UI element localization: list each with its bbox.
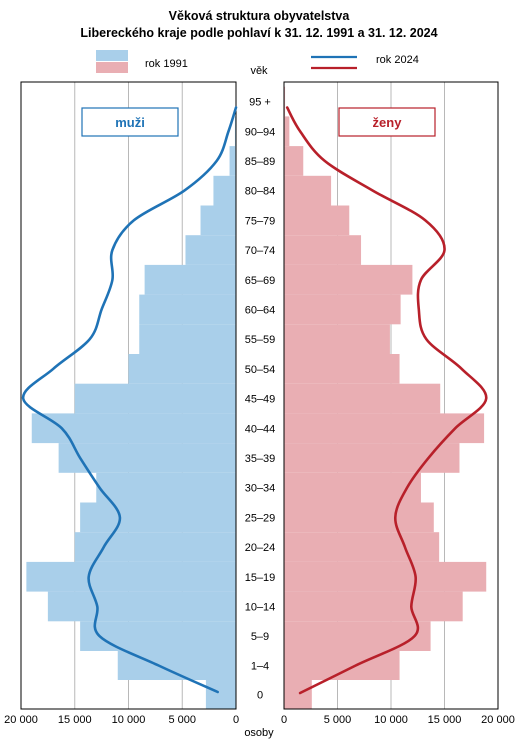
age-group-label: 25–29 [245,512,276,524]
legend-line-label: rok 2024 [376,54,419,66]
women-1991-bar [284,264,413,295]
x-tick-label: 0 [281,714,287,726]
men-1991-bar [205,680,236,709]
men-x-axis-ticks: 20 000 15 000 10 000 5 000 0 [4,714,239,726]
age-group-label: 35–39 [245,453,276,465]
x-tick-label: 5 000 [324,714,352,726]
men-1991-bar [139,324,236,354]
age-group-label: 80–84 [245,186,276,198]
men-1991-bar [58,443,236,473]
legend-women-bar-swatch [96,62,128,73]
age-group-label: 50–54 [245,364,276,376]
women-1991-bar [284,680,312,709]
age-group-label: 60–64 [245,304,276,316]
women-bars-1991 [284,86,487,709]
women-1991-bar [284,324,390,354]
men-1991-bar [31,413,236,444]
age-group-label: 75–79 [245,215,276,227]
men-plot-frame [20,81,237,710]
age-group-label: 0 [257,690,263,702]
men-1991-bar [213,175,236,206]
women-label-box [338,107,436,137]
x-tick-label: 10 000 [112,714,146,726]
women-1991-bar [284,561,487,592]
men-1991-bar [74,383,236,414]
x-tick-label: 15 000 [58,714,92,726]
age-group-label: 20–24 [245,542,276,554]
age-group-label: 85–89 [245,156,276,168]
age-group-label: 10–14 [245,601,276,613]
legend-men-bar-swatch [96,50,128,61]
women-1991-bar [284,205,350,236]
women-1991-bar [284,354,400,384]
x-tick-label: 10 000 [374,714,408,726]
age-group-label: 1–4 [251,661,269,673]
age-group-label: 15–19 [245,572,276,584]
women-1991-bar [284,651,400,680]
men-1991-bar [74,532,236,562]
age-group-label: 5–9 [251,631,269,643]
women-label-text: ženy [373,115,403,130]
women-1991-bar [284,443,460,473]
men-label-text: muži [115,115,145,130]
men-1991-bar [234,116,236,147]
women-1991-bar [284,146,304,176]
age-group-label: 55–59 [245,334,276,346]
men-1991-bar [96,472,236,503]
men-1991-bar [139,294,236,325]
women-1991-bar [284,413,485,444]
age-group-label: 65–69 [245,275,276,287]
chart-title-line2: Libereckého kraje podle pohlaví k 31. 12… [80,26,437,40]
women-panel-label: ženy [338,107,436,137]
men-1991-bar [80,621,236,651]
age-group-label: 70–74 [245,245,276,257]
women-1991-bar [284,175,332,206]
age-labels: 0 1–4 5–9 10–14 15–19 20–24 25–29 30–34 35–39 40–… [245,97,276,702]
women-1991-bar [284,116,290,147]
x-tick-label: 15 000 [428,714,462,726]
men-1991-bar [47,591,236,622]
women-1991-bar [284,383,441,414]
age-group-label: 95 + [249,97,271,109]
women-x-axis-ticks: 0 5 000 10 000 15 000 20 000 [281,714,515,726]
women-1991-bar [284,294,401,325]
x-axis-label: osoby [244,727,274,739]
women-1991-bar [284,235,362,265]
age-group-label: 90–94 [245,126,276,138]
x-tick-label: 0 [233,714,239,726]
chart-title-line1: Věková struktura obyvatelstva [169,9,351,23]
women-1991-bar [284,621,431,651]
women-1991-bar [284,472,421,503]
age-group-label: 45–49 [245,394,276,406]
men-2024-line [21,106,238,694]
women-2024-line [285,106,488,695]
women-1991-bar [284,502,434,533]
men-1991-bar [185,235,236,265]
men-label-box [81,107,179,137]
women-1991-bar [284,591,463,622]
women-plot-frame [283,81,499,710]
men-1991-bar [128,354,236,384]
women-1991-bar [284,86,286,117]
men-panel-label: muži [81,107,179,137]
x-tick-label: 20 000 [4,714,38,726]
men-1991-bar [26,561,236,592]
men-1991-bar [80,502,236,533]
legend-bars-label: rok 1991 [145,58,188,70]
men-bars-1991 [26,116,236,709]
men-1991-bar [144,264,236,295]
x-tick-label: 5 000 [168,714,196,726]
women-1991-bar [284,532,440,562]
age-axis-label: věk [250,65,268,77]
age-group-label: 30–34 [245,483,276,495]
legend: rok 1991 rok 2024 [96,50,419,73]
men-1991-bar [200,205,236,236]
age-group-label: 40–44 [245,423,276,435]
x-tick-label: 20 000 [481,714,515,726]
men-1991-bar [229,146,236,176]
